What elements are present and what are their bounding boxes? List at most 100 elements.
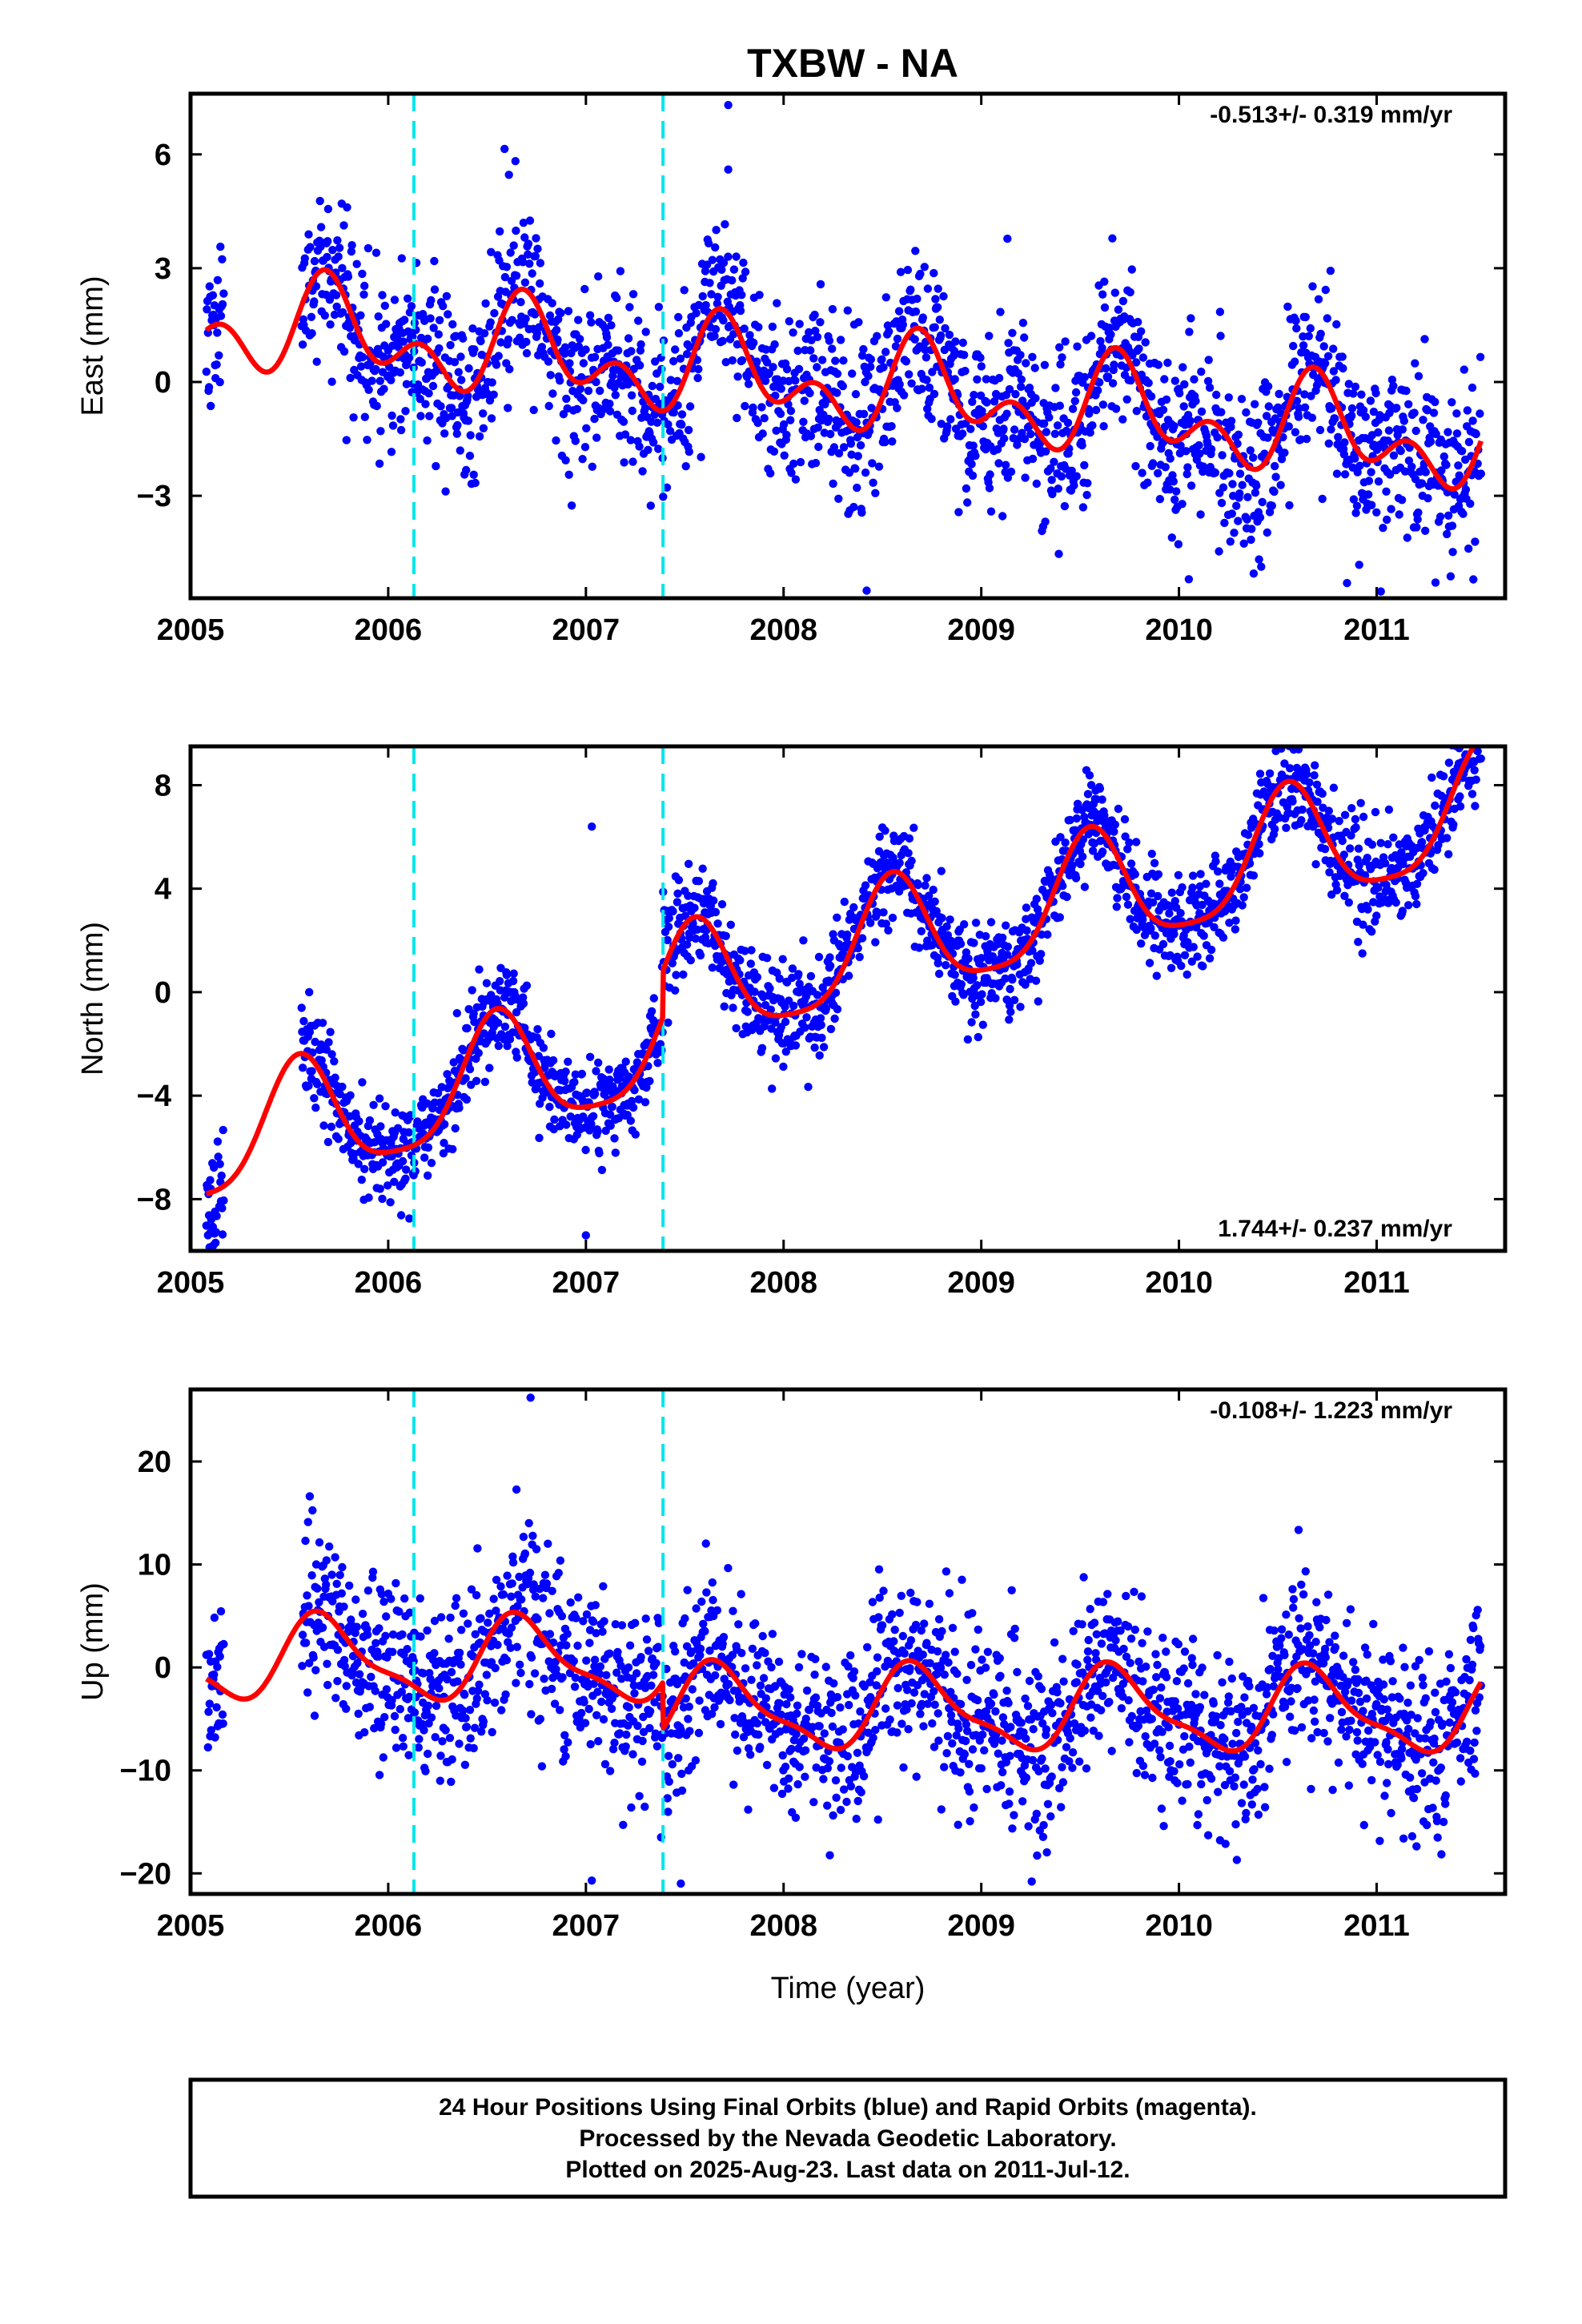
data-point [894,307,904,316]
data-point [456,1660,465,1669]
data-point [709,879,717,888]
data-point [342,436,351,444]
data-point [1247,525,1256,533]
data-point [647,1681,656,1690]
data-point [563,1630,572,1638]
data-point [502,1655,512,1665]
data-point [788,964,797,973]
data-point [1219,933,1228,942]
data-point [1143,478,1152,487]
data-point [315,196,324,206]
data-point [205,282,214,291]
data-point [1042,428,1051,436]
data-point [921,353,931,362]
data-point [745,331,754,340]
data-point [544,357,553,366]
data-point [424,1701,433,1711]
data-point [945,330,954,340]
data-point [570,1683,580,1691]
data-point [431,368,440,376]
data-point [896,267,905,276]
data-point [1050,429,1060,438]
data-point [1307,392,1315,400]
data-point [335,243,344,252]
data-point [664,1018,673,1027]
data-point [604,313,613,323]
data-point [325,296,335,304]
data-point [934,284,942,293]
data-point [1443,529,1452,539]
data-point [1110,820,1120,829]
data-point [334,1135,343,1144]
data-point [1242,408,1251,417]
data-point [454,368,463,376]
data-point [1470,766,1479,774]
data-point [212,360,221,369]
data-point [711,243,720,252]
data-point [554,315,563,324]
data-point [829,930,837,939]
data-point [753,1719,762,1728]
data-point [508,1579,516,1588]
data-point [298,1630,307,1639]
data-point [838,382,848,391]
data-point [1340,438,1349,447]
data-point [1476,754,1486,763]
data-point [1351,509,1360,517]
data-point [1467,734,1475,742]
data-point [455,1739,464,1748]
data-point [382,320,391,328]
data-point [969,974,978,983]
data-point [1068,404,1078,413]
data-point [738,1715,747,1725]
data-point [496,1582,505,1591]
data-point [1100,277,1109,286]
data-point [579,396,588,404]
data-point [1407,462,1416,471]
data-point [1275,389,1283,399]
data-point [635,1791,644,1800]
data-point [833,913,841,923]
data-point [387,411,396,420]
data-point [1040,360,1050,369]
data-point [1468,416,1477,425]
data-point [1179,402,1188,411]
rate-label: -0.513+/- 0.319 mm/yr [1210,102,1452,128]
data-point [881,919,891,928]
data-point [628,406,636,416]
data-point [799,417,808,426]
data-point [1126,287,1134,297]
data-point [1008,328,1017,337]
data-point [817,1033,826,1043]
data-point [813,991,822,999]
data-point [1185,328,1194,336]
data-point [396,425,406,435]
data-point [761,1648,769,1658]
data-point [439,1149,448,1158]
data-point [1435,513,1445,521]
data-point [830,1014,839,1023]
data-point [476,1614,485,1622]
data-point [998,512,1007,521]
data-point [624,1663,633,1672]
data-point [905,370,913,379]
data-point [588,1617,598,1626]
data-point [339,347,349,356]
x-tick-label: 2006 [355,1266,423,1300]
data-point [1070,481,1078,490]
data-point [482,1671,492,1679]
data-point [535,1133,544,1143]
data-point [610,1739,619,1747]
y-tick-label: 6 [155,139,171,172]
data-point [1364,490,1373,499]
data-point [401,1174,410,1184]
data-point [1154,891,1162,901]
data-point [1020,333,1029,342]
data-point [305,1492,315,1501]
x-tick-label: 2007 [552,613,620,647]
data-point [921,345,930,354]
data-point [364,385,373,394]
data-point [668,1759,677,1769]
data-point [1323,352,1333,360]
data-point [1352,501,1362,510]
